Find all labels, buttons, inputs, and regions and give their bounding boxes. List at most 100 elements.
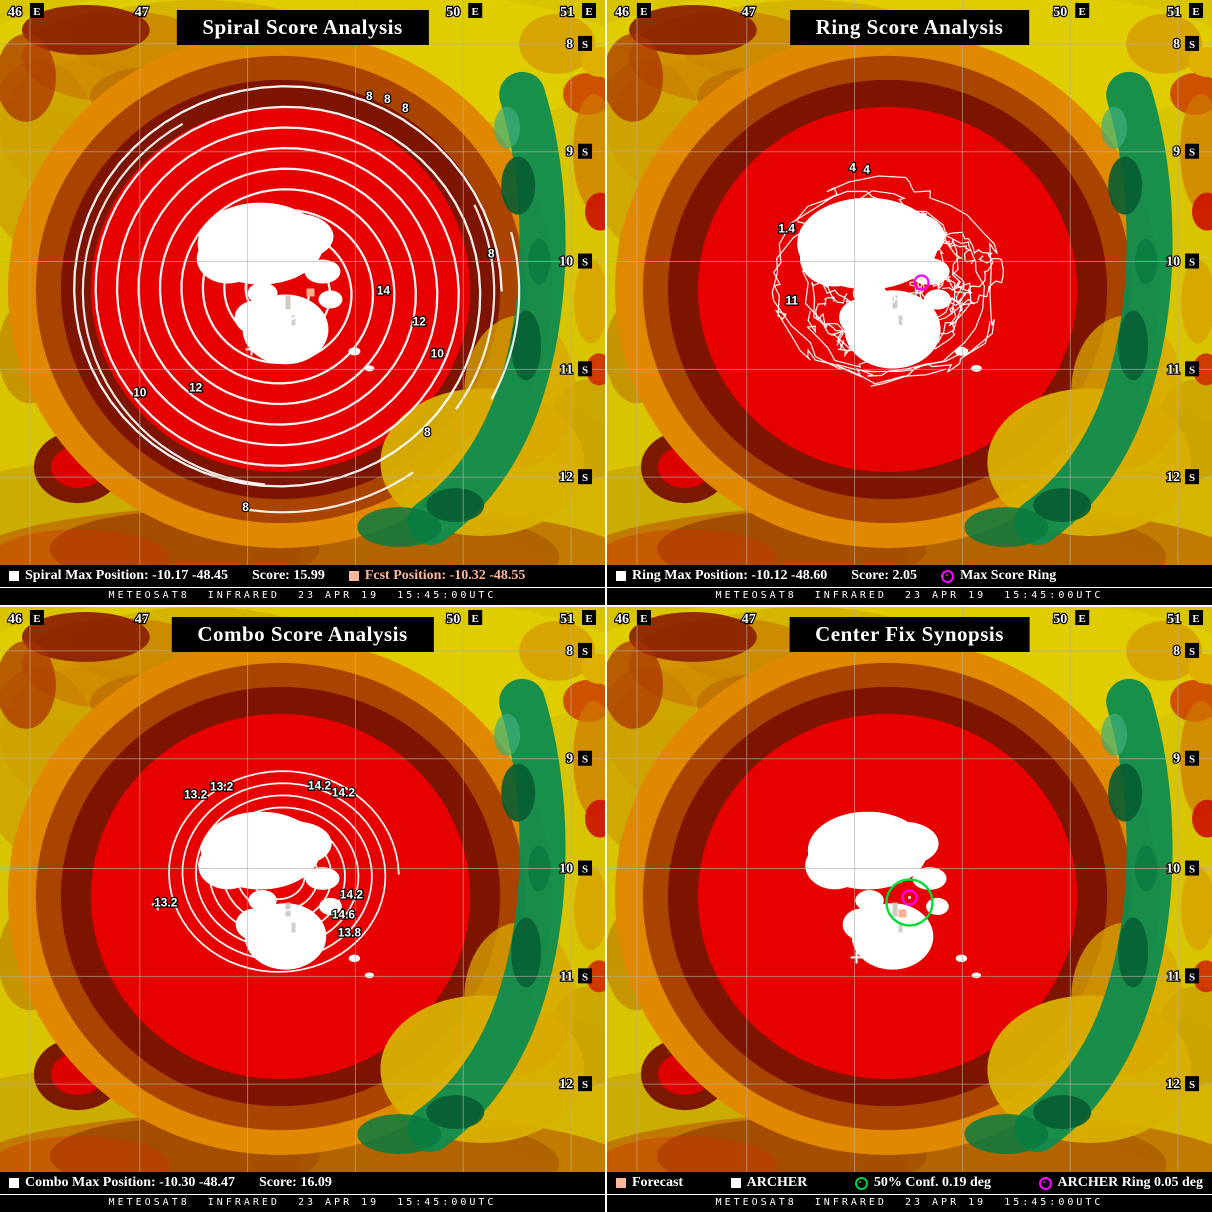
svg-text:12: 12	[1166, 470, 1180, 485]
svg-text:14.6: 14.6	[332, 907, 356, 921]
satellite-map-combo: 13.2 13.2 14.2 14.2 13.2 14.2 14.6 13.8 46 E 47 50 E…	[0, 607, 605, 1172]
legend-square-icon	[9, 571, 19, 582]
svg-text:50: 50	[446, 5, 460, 20]
svg-text:12: 12	[1166, 1077, 1180, 1092]
svg-text:8: 8	[566, 37, 573, 52]
status-segment: Ring Max Position: -10.12 -48.60	[616, 568, 827, 584]
svg-text:10: 10	[1166, 862, 1180, 877]
svg-text:11: 11	[785, 293, 798, 307]
svg-text:50: 50	[446, 612, 460, 627]
status-text: Fcst Position: -10.32 -48.55	[364, 568, 526, 584]
svg-text:8: 8	[242, 500, 249, 514]
satellite-map-ring: 4 4 1.4 11 46 E 47 50 E 51 E 8 S 9 S 10 S 11 S 12 S Ring Sco…	[607, 0, 1212, 565]
svg-text:E: E	[585, 613, 592, 625]
status-text: ARCHER Ring 0.05 deg	[1057, 1175, 1203, 1191]
status-text: Score: 15.99	[252, 568, 325, 584]
svg-text:11: 11	[560, 362, 573, 377]
svg-text:S: S	[1189, 1079, 1195, 1091]
status-text: Score: 16.09	[259, 1175, 332, 1191]
svg-text:S: S	[1189, 39, 1195, 51]
status-segment: Fcst Position: -10.32 -48.55	[348, 568, 526, 584]
svg-text:S: S	[582, 472, 588, 484]
svg-text:S: S	[1189, 864, 1195, 876]
svg-text:S: S	[1189, 257, 1195, 269]
status-text: Ring Max Position: -10.12 -48.60	[632, 568, 828, 584]
satellite-map-synopsis: 46 E 47 50 E 51 E 8 S 9 S 10 S 11 S 12 S Center Fix Syno…	[607, 607, 1212, 1172]
panel-title: Center Fix Synopsis	[789, 617, 1030, 652]
caption-bar: METEOSAT8 INFRARED 23 APR 19 15:45:00UTC	[607, 1194, 1212, 1212]
legend-ring-icon	[854, 1176, 868, 1190]
legend-square-icon	[348, 571, 359, 582]
status-segment: Max Score Ring	[941, 568, 1056, 584]
svg-text:47: 47	[742, 5, 756, 20]
svg-text:10: 10	[559, 255, 573, 270]
svg-text:S: S	[582, 971, 588, 983]
svg-text:10: 10	[431, 346, 445, 360]
status-text: Forecast	[632, 1175, 684, 1191]
svg-text:46: 46	[615, 612, 629, 627]
svg-text:11: 11	[1167, 362, 1180, 377]
svg-text:8: 8	[488, 247, 495, 261]
svg-text:12: 12	[413, 314, 427, 328]
panel-title: Spiral Score Analysis	[176, 10, 429, 45]
legend-ring-icon	[941, 569, 955, 583]
panel-ring-score: 4 4 1.4 11 46 E 47 50 E 51 E 8 S 9 S 10 S 11 S 12 S Ring Sco…	[607, 0, 1212, 605]
svg-text:10: 10	[559, 862, 573, 877]
svg-text:11: 11	[560, 969, 573, 984]
svg-text:4: 4	[863, 163, 870, 177]
svg-text:9: 9	[566, 145, 573, 160]
svg-text:S: S	[582, 864, 588, 876]
caption-bar: METEOSAT8 INFRARED 23 APR 19 15:45:00UTC	[607, 587, 1212, 605]
svg-text:S: S	[582, 364, 588, 376]
status-segment: 50% Conf. 0.19 deg	[854, 1175, 991, 1191]
status-segment: ARCHER	[730, 1175, 807, 1191]
svg-text:8: 8	[402, 101, 409, 115]
svg-text:47: 47	[742, 612, 756, 627]
status-segment: Score: 15.99	[252, 568, 325, 584]
legend-square-icon	[616, 571, 626, 582]
svg-text:8: 8	[566, 644, 573, 659]
svg-text:14.2: 14.2	[332, 786, 356, 800]
status-segment: Score: 16.09	[259, 1175, 332, 1191]
svg-text:1.4: 1.4	[778, 222, 795, 236]
legend-square-icon	[9, 1178, 19, 1189]
svg-text:13.2: 13.2	[154, 895, 178, 909]
svg-text:50: 50	[1053, 5, 1067, 20]
svg-text:51: 51	[1167, 612, 1181, 627]
svg-text:9: 9	[1173, 752, 1180, 767]
satellite-map-spiral: 8 8 8 8 14 12 10 8 10 12 8 46 E 47 50 E 51 E 8 S 9 S 10 S 11 S 12 S…	[0, 0, 605, 565]
status-text: Score: 2.05	[851, 568, 918, 584]
svg-text:10: 10	[1166, 255, 1180, 270]
panel-combo-score: 13.2 13.2 14.2 14.2 13.2 14.2 14.6 13.8 46 E 47 50 E…	[0, 607, 605, 1212]
svg-text:S: S	[582, 257, 588, 269]
panel-spiral-score: 8 8 8 8 14 12 10 8 10 12 8 46 E 47 50 E 51 E 8 S 9 S 10 S 11 S 12 S…	[0, 0, 605, 605]
svg-text:S: S	[1189, 147, 1195, 159]
status-bar: Ring Max Position: -10.12 -48.60 Score: 2…	[607, 565, 1212, 588]
status-segment: Score: 2.05	[851, 568, 917, 584]
svg-text:E: E	[472, 613, 479, 625]
svg-text:E: E	[1079, 613, 1086, 625]
svg-text:46: 46	[8, 5, 22, 20]
svg-text:51: 51	[560, 5, 574, 20]
panel-title: Ring Score Analysis	[789, 10, 1030, 45]
legend-ring-icon	[1038, 1176, 1052, 1190]
status-bar: Spiral Max Position: -10.17 -48.45 Score:…	[0, 565, 605, 588]
status-bar: Forecast ARCHER 50% Conf. 0.19 deg ARCHER R…	[607, 1172, 1212, 1195]
svg-text:47: 47	[135, 612, 149, 627]
svg-text:8: 8	[424, 425, 431, 439]
svg-text:14.2: 14.2	[340, 887, 364, 901]
svg-text:14: 14	[377, 283, 391, 297]
status-text: Spiral Max Position: -10.17 -48.45	[25, 568, 228, 584]
svg-text:8: 8	[1173, 644, 1180, 659]
status-segment: Forecast	[616, 1175, 683, 1191]
svg-text:S: S	[582, 754, 588, 766]
svg-text:8: 8	[366, 89, 373, 103]
svg-text:12: 12	[189, 380, 203, 394]
svg-text:S: S	[582, 1079, 588, 1091]
svg-text:46: 46	[615, 5, 629, 20]
svg-text:S: S	[582, 646, 588, 658]
svg-text:E: E	[33, 6, 40, 18]
svg-text:S: S	[1189, 646, 1195, 658]
